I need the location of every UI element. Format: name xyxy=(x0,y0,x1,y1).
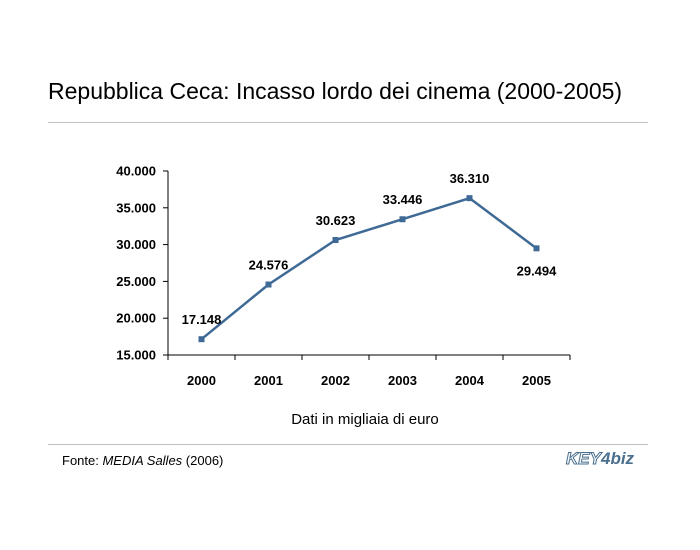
top-divider xyxy=(48,122,648,123)
data-point xyxy=(466,195,473,202)
y-tick-label: 25.000 xyxy=(116,274,156,289)
source-prefix: Fonte: xyxy=(62,453,103,468)
data-point xyxy=(332,237,339,244)
logo-key: KEY xyxy=(566,449,602,469)
data-point xyxy=(265,281,272,288)
logo-num: 4 xyxy=(600,449,611,468)
y-tick-label: 40.000 xyxy=(116,164,156,179)
data-label: 30.623 xyxy=(316,213,356,228)
key4biz-logo: KEY4biz xyxy=(566,449,635,473)
logo-biz: biz xyxy=(610,449,635,468)
bottom-divider xyxy=(48,444,648,445)
data-point xyxy=(533,245,540,252)
data-point xyxy=(399,216,406,223)
data-point xyxy=(198,336,205,343)
data-label: 36.310 xyxy=(450,171,490,186)
x-tick-label: 2003 xyxy=(388,373,417,388)
data-label: 33.446 xyxy=(383,192,423,207)
chart-title: Repubblica Ceca: Incasso lordo dei cinem… xyxy=(48,78,623,104)
x-tick-label: 2004 xyxy=(455,373,485,388)
y-tick-label: 35.000 xyxy=(116,200,156,215)
x-tick-label: 2002 xyxy=(321,373,350,388)
source-name: MEDIA Salles xyxy=(102,453,183,468)
series-line xyxy=(200,196,538,341)
x-tick-label: 2001 xyxy=(254,373,283,388)
x-tick-label: 2000 xyxy=(187,373,216,388)
y-tick-label: 20.000 xyxy=(116,311,156,326)
source-note: Fonte: MEDIA Salles (2006) xyxy=(62,453,223,468)
data-label: 29.494 xyxy=(517,263,558,278)
source-suffix: (2006) xyxy=(182,453,224,468)
data-label: 24.576 xyxy=(249,258,289,273)
y-tick-label: 15.000 xyxy=(116,348,156,363)
x-tick-label: 2005 xyxy=(522,373,551,388)
x-axis-label: Dati in migliaia di euro xyxy=(291,411,439,428)
y-tick-label: 30.000 xyxy=(116,237,156,252)
data-label: 17.148 xyxy=(182,312,222,327)
